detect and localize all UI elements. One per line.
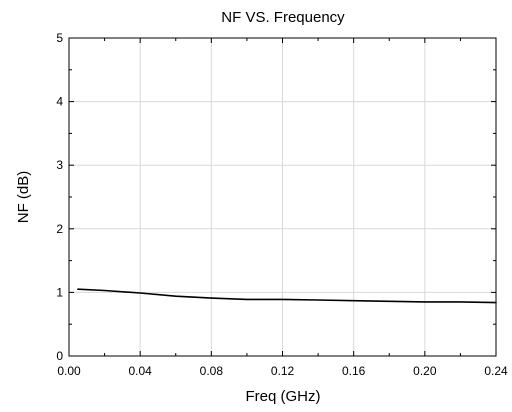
x-tick-label: 0.00 bbox=[57, 364, 81, 378]
x-tick-label: 0.08 bbox=[200, 364, 224, 378]
series-layer bbox=[77, 288, 497, 304]
x-tick-label: 0.16 bbox=[342, 364, 366, 378]
y-tick-label: 5 bbox=[56, 31, 63, 45]
x-tick-label: 0.12 bbox=[271, 364, 295, 378]
y-tick-label: 4 bbox=[56, 95, 63, 109]
y-tick-label: 2 bbox=[56, 222, 63, 236]
y-tick-label: 3 bbox=[56, 158, 63, 172]
y-axis: 0 1 2 3 4 5 bbox=[56, 31, 496, 363]
x-tick-label: 0.24 bbox=[484, 364, 508, 378]
y-axis-label: NF (dB) bbox=[15, 171, 32, 224]
x-axis: 0.00 0.04 0.08 0.12 0.16 0.20 0.24 bbox=[57, 38, 508, 378]
chart-title: NF VS. Frequency bbox=[221, 9, 345, 26]
y-tick-label: 0 bbox=[56, 349, 63, 363]
x-axis-label: Freq (GHz) bbox=[246, 388, 321, 405]
nf-series-line bbox=[77, 288, 497, 304]
grid bbox=[69, 38, 496, 356]
x-tick-label: 0.04 bbox=[128, 364, 152, 378]
y-tick-label: 1 bbox=[56, 285, 63, 299]
x-tick-label: 0.20 bbox=[413, 364, 437, 378]
